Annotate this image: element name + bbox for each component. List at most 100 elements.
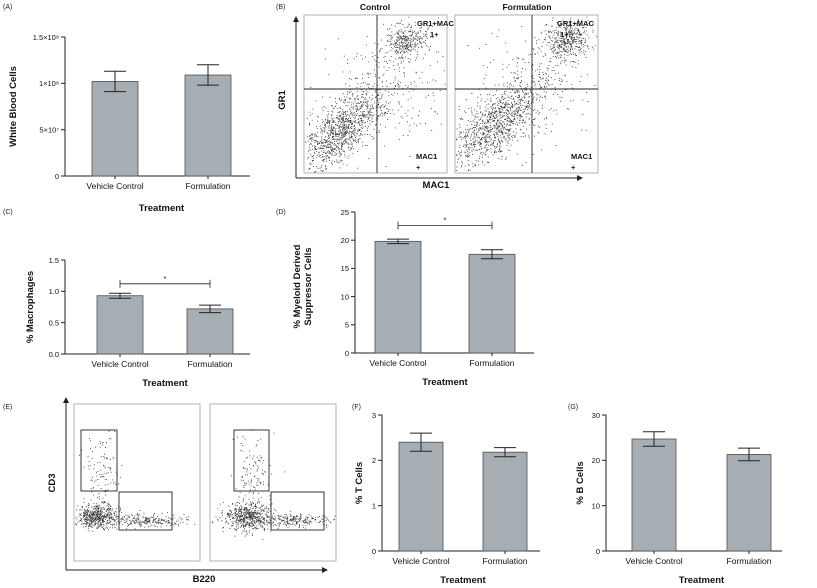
y-tick-label-f: 0 [372, 547, 376, 556]
bar-d-vehicle-control [374, 240, 422, 354]
y-axis-label-f: % T Cells [354, 462, 365, 504]
y-tick-label-a: 5×10⁷ [39, 125, 59, 134]
category-label-c: Formulation [188, 359, 233, 369]
flow-b-gate-gr1mac1-suffix-control: 1+ [430, 30, 439, 39]
bar-f-vehicle-control [398, 441, 444, 552]
chart-mdsc: 0 5 10 15 20 25 Vehicle Control FormulationTrea… [292, 208, 534, 388]
error-bar-f-0 [410, 432, 432, 452]
y-tick-label-f: 1 [372, 501, 376, 510]
bar-g-vehicle-control [631, 438, 677, 552]
y-tick-label-d: 5 [345, 321, 349, 330]
panel-letter-c: (C) [3, 209, 13, 216]
flow-b-title-control: Control [360, 2, 390, 12]
flow-e-x-arrow-icon [322, 567, 328, 573]
flow-b-gate-mac1-control: MAC1 [416, 152, 437, 161]
category-label-g: Formulation [727, 556, 772, 566]
flow-cytometry-gr1-mac1: Control Formulation MAC1 GR1 GR1+MAC 1+ … [277, 2, 599, 191]
flow-cytometry-cd3-b220: B220 CD3 [47, 397, 337, 585]
flow-e-gate-b220-control [118, 491, 173, 531]
error-bar-a-1 [197, 64, 219, 86]
y-tick-label-g: 10 [592, 501, 600, 510]
flow-e-gate-cd3-control [80, 429, 118, 492]
y-tick-label-c: 1.5 [49, 256, 59, 265]
error-bar-c-1 [199, 304, 221, 314]
error-bar-d-1 [481, 249, 503, 260]
y-tick-label-a: 1.5×10⁸ [33, 33, 59, 42]
y-tick-label-d: 20 [341, 236, 349, 245]
error-bar-g-0 [643, 431, 665, 447]
chart-white-blood-cells: 0 5×10⁷ 1×10⁸ 1.5×10⁸ Vehicle Control Formula… [8, 33, 250, 214]
x-axis-label-d: Treatment [422, 377, 468, 388]
y-tick-label-a: 1×10⁸ [39, 79, 59, 88]
category-label-g: Vehicle Control [625, 556, 682, 566]
flow-b-plot-control [303, 14, 448, 174]
y-tick-label-d: 15 [341, 264, 349, 273]
bar-a-formulation [184, 74, 232, 177]
flow-b-gate-gr1mac1-control: GR1+MAC [417, 19, 454, 28]
category-label-c: Vehicle Control [91, 359, 148, 369]
error-bar-d-0 [387, 238, 409, 245]
flow-b-gate-mac1-formulation: MAC1 [571, 152, 592, 161]
x-axis-label-a: Treatment [139, 203, 185, 214]
flow-b-title-formulation: Formulation [502, 2, 551, 12]
y-tick-label-f: 3 [372, 411, 376, 420]
flow-b-gate-gr1mac1-suffix-formulation: 1+ [560, 30, 569, 39]
category-label-d: Vehicle Control [369, 358, 426, 368]
flow-b-events-control [305, 16, 446, 173]
error-bar-f-1 [494, 447, 516, 458]
category-label-f: Vehicle Control [392, 556, 449, 566]
y-tick-label-d: 0 [345, 349, 349, 358]
flow-b-x-label: MAC1 [423, 180, 451, 191]
category-label-a: Formulation [186, 181, 231, 191]
chart-macrophages: 0.0 0.5 1.0 1.5 Vehicle Control FormulationTr… [25, 256, 250, 389]
flow-e-events-control [75, 430, 196, 532]
panel-letter-e: (E) [3, 404, 12, 411]
bar-d-formulation [468, 253, 516, 354]
flow-e-plot-control [73, 403, 201, 562]
x-axis-label-c: Treatment [142, 378, 188, 389]
category-label-f: Formulation [483, 556, 528, 566]
error-bar-c-0 [109, 292, 131, 299]
x-axis-label-f: Treatment [440, 575, 486, 586]
bar-c-vehicle-control [96, 295, 144, 355]
bar-g-formulation [726, 454, 772, 552]
flow-b-gate-gr1mac1-formulation: GR1+MAC [557, 19, 594, 28]
category-label-d: Formulation [470, 358, 515, 368]
significance-star-d: * [444, 216, 447, 225]
panel-letter-f: (F) [352, 404, 361, 411]
flow-e-y-label: CD3 [47, 473, 58, 492]
category-label-a: Vehicle Control [86, 181, 143, 191]
panel-letter-g: (G) [568, 404, 578, 411]
y-tick-label-c: 0.5 [49, 318, 59, 327]
y-tick-label-a: 0 [55, 172, 59, 181]
flow-b-gate-mac1-suffix-formulation: + [571, 163, 576, 172]
chart-b-cells: 0 10 20 30 Vehicle Control FormulationTreatme… [575, 411, 782, 586]
x-axis-label-g: Treatment [679, 575, 725, 586]
flow-b-y-label: GR1 [277, 90, 288, 110]
bar-c-formulation [186, 308, 234, 355]
y-axis-label-a: White Blood Cells [8, 66, 19, 147]
flow-e-y-arrow-icon [63, 397, 69, 403]
flow-e-gate-cd3-formulation [233, 429, 270, 492]
significance-bracket-d [397, 221, 493, 230]
flow-e-gate-b220-formulation [270, 491, 325, 531]
significance-star-c: * [164, 274, 167, 283]
y-tick-label-c: 1.0 [49, 287, 59, 296]
flow-b-gate-mac1-suffix-control: + [416, 163, 421, 172]
bar-a-vehicle-control [91, 81, 139, 177]
y-tick-label-g: 20 [592, 456, 600, 465]
flow-e-x-label: B220 [193, 574, 216, 585]
y-tick-label-d: 10 [341, 292, 349, 301]
bar-f-formulation [482, 451, 528, 552]
y-tick-label-d: 25 [341, 208, 349, 217]
y-tick-label-c: 0.0 [49, 350, 59, 359]
flow-b-y-arrow-icon [293, 16, 299, 22]
panel-letter-d: (D) [276, 209, 286, 216]
y-tick-label-f: 2 [372, 456, 376, 465]
error-bar-g-1 [738, 447, 760, 462]
y-tick-label-g: 30 [592, 411, 600, 420]
y-axis-label-g: % B Cells [575, 461, 586, 504]
chart-t-cells: 0 1 2 3 Vehicle Control Formulation Treatment%… [354, 411, 540, 586]
significance-bracket-c [119, 279, 211, 288]
